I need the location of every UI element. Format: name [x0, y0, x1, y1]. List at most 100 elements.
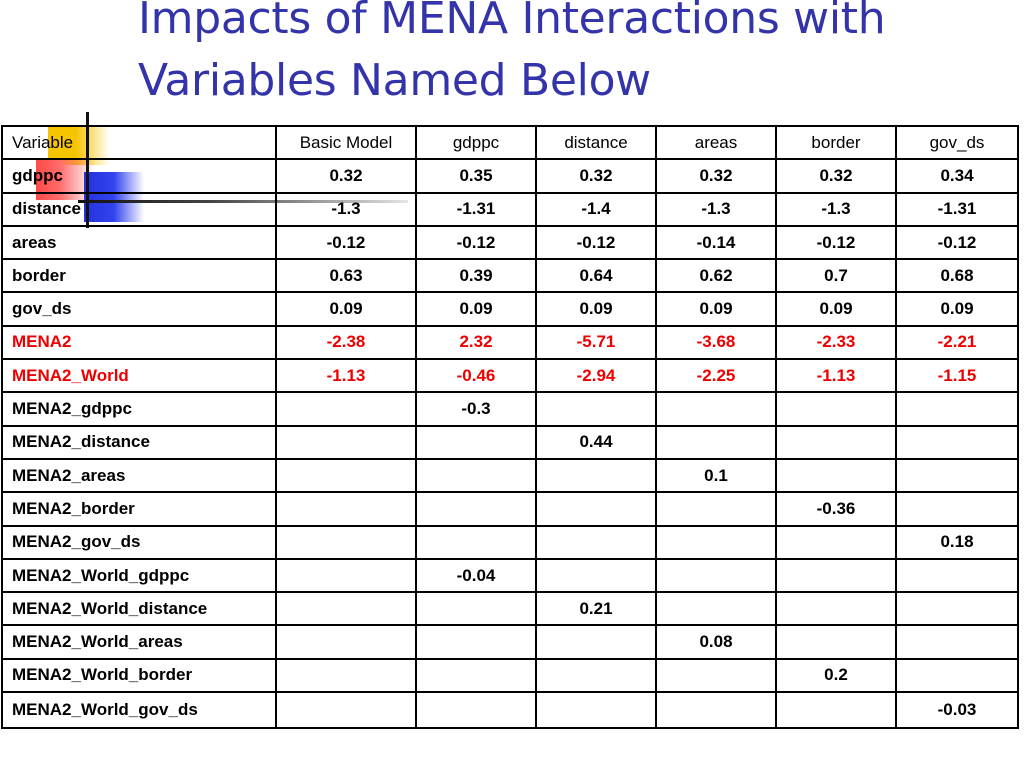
column-header: Variable	[1, 124, 277, 161]
variable-name-cell: MENA2_World_distance	[1, 591, 277, 627]
variable-name-cell: MENA2_border	[1, 491, 277, 527]
column-header: distance	[535, 124, 657, 161]
value-cell: 0.32	[775, 158, 897, 194]
table-row: border 0.63 0.39 0.64 0.62 0.7 0.68	[1, 258, 1019, 294]
value-cell: 2.32	[415, 324, 537, 361]
variable-name-cell: MENA2_World_gdppc	[1, 557, 277, 594]
table-body: Variable Basic Model gdppc distance area…	[1, 124, 1019, 730]
value-cell	[535, 491, 657, 527]
value-cell: -1.3	[275, 191, 417, 227]
value-cell	[415, 457, 537, 494]
value-cell	[655, 391, 777, 427]
value-cell	[655, 691, 777, 730]
value-cell: -1.15	[895, 358, 1019, 394]
column-header: gdppc	[415, 124, 537, 161]
value-cell: 0.62	[655, 258, 777, 294]
variable-name-cell: MENA2_gov_ds	[1, 524, 277, 560]
variable-name-cell: gdppc	[1, 158, 277, 194]
value-cell	[655, 591, 777, 627]
value-cell: -2.25	[655, 358, 777, 394]
value-cell: -0.12	[775, 224, 897, 261]
value-cell: -0.14	[655, 224, 777, 261]
value-cell: -2.94	[535, 358, 657, 394]
variable-name-cell: MENA2_distance	[1, 424, 277, 460]
variable-name-cell: MENA2_World_gov_ds	[1, 691, 277, 730]
value-cell: -0.12	[895, 224, 1019, 261]
value-cell	[895, 591, 1019, 627]
value-cell: 0.32	[655, 158, 777, 194]
value-cell: -0.12	[535, 224, 657, 261]
table-row: gov_ds 0.09 0.09 0.09 0.09 0.09 0.09	[1, 291, 1019, 327]
column-header: Basic Model	[275, 124, 417, 161]
table-row: MENA2_World_distance 0.21	[1, 591, 1019, 627]
variable-name-cell: areas	[1, 224, 277, 261]
value-cell	[535, 457, 657, 494]
value-cell: 0.08	[655, 624, 777, 660]
table-row: gdppc 0.32 0.35 0.32 0.32 0.32 0.34	[1, 158, 1019, 194]
value-cell: 0.64	[535, 258, 657, 294]
value-cell	[535, 657, 657, 694]
slide-title-line-2: Variables Named Below	[138, 55, 651, 106]
table-header-row: Variable Basic Model gdppc distance area…	[1, 124, 1019, 161]
table-row: MENA2_border -0.36	[1, 491, 1019, 527]
value-cell: -1.31	[895, 191, 1019, 227]
value-cell: -5.71	[535, 324, 657, 361]
value-cell: -0.46	[415, 358, 537, 394]
value-cell: 0.09	[415, 291, 537, 327]
value-cell: 0.7	[775, 258, 897, 294]
value-cell	[275, 591, 417, 627]
value-cell	[895, 624, 1019, 660]
table-row: areas -0.12 -0.12 -0.12 -0.14 -0.12 -0.12	[1, 224, 1019, 261]
value-cell	[275, 557, 417, 594]
value-cell	[415, 424, 537, 460]
value-cell	[535, 391, 657, 427]
value-cell	[895, 457, 1019, 494]
value-cell: -0.03	[895, 691, 1019, 730]
table-row: MENA2_World -1.13 -0.46 -2.94 -2.25 -1.13 -1.1…	[1, 358, 1019, 394]
value-cell: -0.3	[415, 391, 537, 427]
value-cell	[275, 657, 417, 694]
slide-title: Impacts of MENA Interactions with Variab…	[138, 0, 1018, 112]
value-cell: -2.21	[895, 324, 1019, 361]
value-cell: -0.04	[415, 557, 537, 594]
value-cell	[895, 391, 1019, 427]
value-cell	[775, 691, 897, 730]
value-cell: 0.09	[775, 291, 897, 327]
variable-name-cell: MENA2	[1, 324, 277, 361]
value-cell: -2.33	[775, 324, 897, 361]
variable-name-cell: MENA2_World	[1, 358, 277, 394]
value-cell: -0.36	[775, 491, 897, 527]
value-cell	[775, 591, 897, 627]
value-cell	[275, 391, 417, 427]
value-cell	[415, 624, 537, 660]
value-cell: -3.68	[655, 324, 777, 361]
value-cell	[535, 624, 657, 660]
value-cell	[535, 557, 657, 594]
value-cell	[775, 457, 897, 494]
value-cell: 0.68	[895, 258, 1019, 294]
value-cell: 0.32	[535, 158, 657, 194]
variable-name-cell: MENA2_areas	[1, 457, 277, 494]
value-cell	[535, 524, 657, 560]
value-cell	[895, 557, 1019, 594]
value-cell	[415, 691, 537, 730]
value-cell	[655, 557, 777, 594]
variable-name-cell: gov_ds	[1, 291, 277, 327]
table-row: MENA2_World_border 0.2	[1, 657, 1019, 694]
table-row: MENA2_gov_ds 0.18	[1, 524, 1019, 560]
value-cell	[535, 691, 657, 730]
value-cell	[775, 624, 897, 660]
value-cell: 0.09	[535, 291, 657, 327]
variable-name-cell: distance	[1, 191, 277, 227]
table-row: MENA2_areas 0.1	[1, 457, 1019, 494]
value-cell: 0.32	[275, 158, 417, 194]
value-cell: -1.3	[655, 191, 777, 227]
value-cell	[275, 424, 417, 460]
value-cell	[415, 524, 537, 560]
value-cell: 0.44	[535, 424, 657, 460]
value-cell	[415, 491, 537, 527]
value-cell: 0.34	[895, 158, 1019, 194]
value-cell: -0.12	[275, 224, 417, 261]
value-cell: 0.09	[275, 291, 417, 327]
value-cell: 0.1	[655, 457, 777, 494]
